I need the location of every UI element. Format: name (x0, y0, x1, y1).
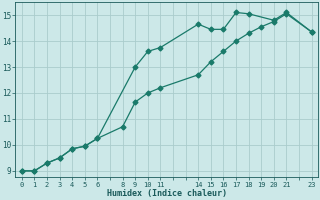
X-axis label: Humidex (Indice chaleur): Humidex (Indice chaleur) (107, 189, 227, 198)
